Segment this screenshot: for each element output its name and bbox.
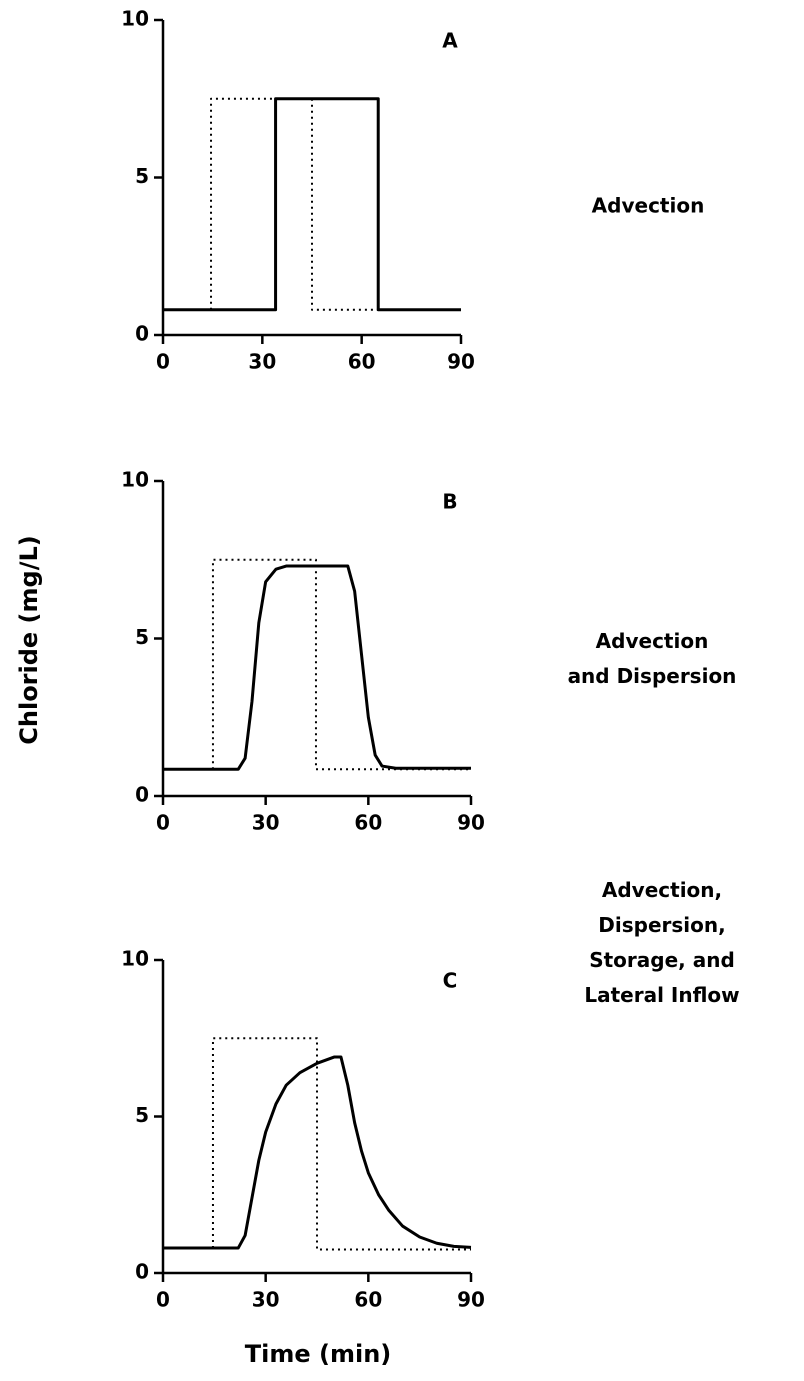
y-tick-label: 10	[121, 947, 149, 971]
y-tick-label: 5	[135, 164, 149, 188]
annotation: and Dispersion	[568, 664, 737, 688]
y-tick-label: 0	[135, 322, 149, 346]
x-tick-label: 0	[156, 1288, 170, 1312]
x-tick-label: 90	[447, 350, 475, 374]
x-tick-label: 60	[354, 811, 382, 835]
x-tick-label: 0	[156, 350, 170, 374]
y-tick-label: 10	[121, 468, 149, 492]
series-line	[211, 1037, 471, 1251]
y-tick-label: 5	[135, 625, 149, 649]
panel-label: A	[442, 29, 458, 53]
series-line	[163, 1055, 472, 1250]
x-tick-label: 90	[457, 1288, 485, 1312]
x-tick-label: 30	[252, 811, 280, 835]
annotation: Dispersion,	[598, 913, 725, 937]
y-axis-label: Chloride (mg/L)	[15, 535, 43, 744]
annotation: Lateral Inflow	[584, 983, 739, 1007]
x-tick-label: 30	[252, 1288, 280, 1312]
annotation: Advection	[596, 629, 709, 653]
series-line	[163, 564, 471, 771]
series-line	[163, 97, 461, 312]
annotation: Advection,	[602, 878, 722, 902]
x-axis-label: Time (min)	[245, 1340, 392, 1368]
panel-label: B	[442, 490, 457, 514]
y-tick-label: 0	[135, 1260, 149, 1284]
x-tick-label: 60	[354, 1288, 382, 1312]
y-tick-label: 5	[135, 1103, 149, 1127]
annotation: Advection	[592, 194, 705, 218]
x-tick-label: 90	[457, 811, 485, 835]
y-tick-label: 0	[135, 783, 149, 807]
y-tick-label: 10	[121, 7, 149, 31]
x-tick-label: 0	[156, 811, 170, 835]
series-line	[211, 558, 471, 771]
x-tick-label: 30	[248, 350, 276, 374]
panel-label: C	[443, 969, 458, 993]
x-tick-label: 60	[348, 350, 376, 374]
series-line	[210, 97, 379, 311]
annotation: Storage, and	[589, 948, 735, 972]
